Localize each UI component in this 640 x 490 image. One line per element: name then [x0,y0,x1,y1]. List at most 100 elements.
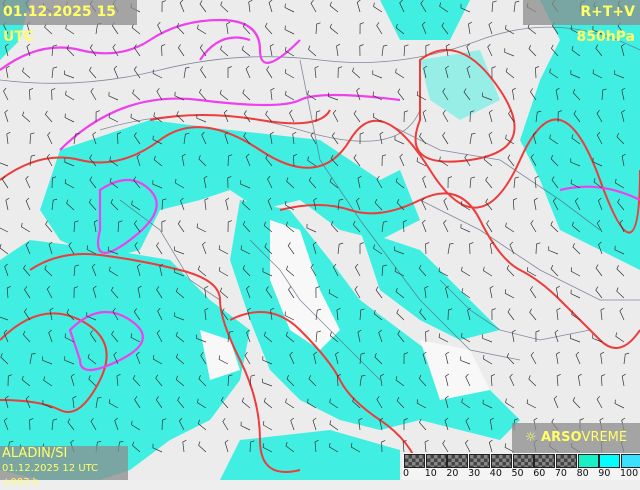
wind-barb [0,162,9,167]
wind-barb [133,66,141,79]
wind-barb [596,131,603,145]
wind-barb [262,356,273,365]
wind-barb [418,418,427,431]
wind-barb [135,351,141,365]
wind-barb [423,65,428,79]
wind-barb [551,176,559,189]
wind-barb [178,417,185,431]
wind-barb [270,307,275,321]
wind-barb [65,90,75,101]
wind-barb [42,399,53,409]
wind-barb [461,398,471,409]
wind-barb [395,23,405,35]
wind-barb [379,131,384,145]
wind-barb [442,132,449,145]
wind-barb [592,334,603,343]
wind-barb [109,156,119,167]
wind-barb [286,177,295,189]
wind-barb [373,244,383,255]
wind-barb [614,245,625,255]
wind-barb [112,43,119,57]
wind-barb [402,439,407,453]
wind-barb [623,352,630,365]
wind-barb [88,198,97,211]
wind-barb [621,153,626,167]
wind-barb [110,199,119,211]
wind-barb [43,376,53,387]
wind-barb [487,43,493,57]
wind-barb [46,285,53,299]
valid-time-label: 01.12.2025 15 UTC [0,0,137,45]
wind-barb [513,176,519,189]
wind-barb [556,307,561,321]
wind-barb [199,44,207,57]
wind-barb [270,87,275,101]
wind-barb [264,243,273,255]
wind-barb [463,88,471,101]
wind-barb [570,179,581,189]
wind-barb [155,374,163,387]
wind-barb [489,241,494,255]
wind-barb [328,289,339,299]
wind-barb [313,351,318,365]
wind-barb [240,421,251,431]
wind-barb [226,21,231,35]
legend-swatch [555,454,577,468]
land-patches [200,220,490,400]
wind-barb [353,154,361,167]
wind-barb [418,374,427,387]
wind-barb [200,352,207,365]
wind-barb [177,220,185,233]
wind-barb [396,198,405,211]
wind-barb [570,70,581,79]
wind-barb [425,330,430,343]
wind-barb [4,43,9,57]
wind-barb [108,113,119,123]
wind-barb [465,417,471,431]
wind-barb [332,109,339,123]
wind-barb [337,198,344,211]
wind-barb [2,176,9,189]
wind-barb [47,131,53,145]
wind-barb [242,89,251,101]
wind-barb [358,417,363,431]
wind-barb [352,67,361,79]
wind-barb [469,132,476,145]
wind-barb [224,131,229,145]
wind-barb [329,177,339,189]
wind-barb [337,373,342,387]
wind-barb [131,200,141,211]
wind-barb [285,221,295,233]
wind-barb [556,373,561,387]
wind-barb [394,267,405,277]
wind-barb [596,109,603,123]
wind-barb [466,43,471,57]
wind-barb [482,399,493,409]
wind-barb [262,378,273,387]
wind-barb [25,175,31,189]
legend-tick: 30 [468,468,481,479]
wind-barb [218,355,229,365]
wind-barb [26,43,31,57]
wind-barb [376,396,383,409]
wind-barb [175,375,185,387]
legend-tick: 10 [424,468,437,479]
wind-barb [220,396,229,409]
legend-swatch [512,454,534,468]
wind-barb [218,267,229,277]
wind-barb [505,222,515,233]
wind-barb [72,395,77,409]
wind-barb [509,241,515,255]
wind-barb [136,263,141,277]
wind-barbs [0,0,630,453]
wind-barb [447,176,453,189]
wind-barb [244,351,251,365]
wind-barb [467,307,471,321]
wind-barb [4,109,9,123]
wind-barb [262,420,273,431]
wind-barb [240,245,251,255]
wind-barb [265,154,273,167]
wind-barb [529,308,537,321]
wind-barb [574,197,581,211]
wind-barb [133,308,141,321]
